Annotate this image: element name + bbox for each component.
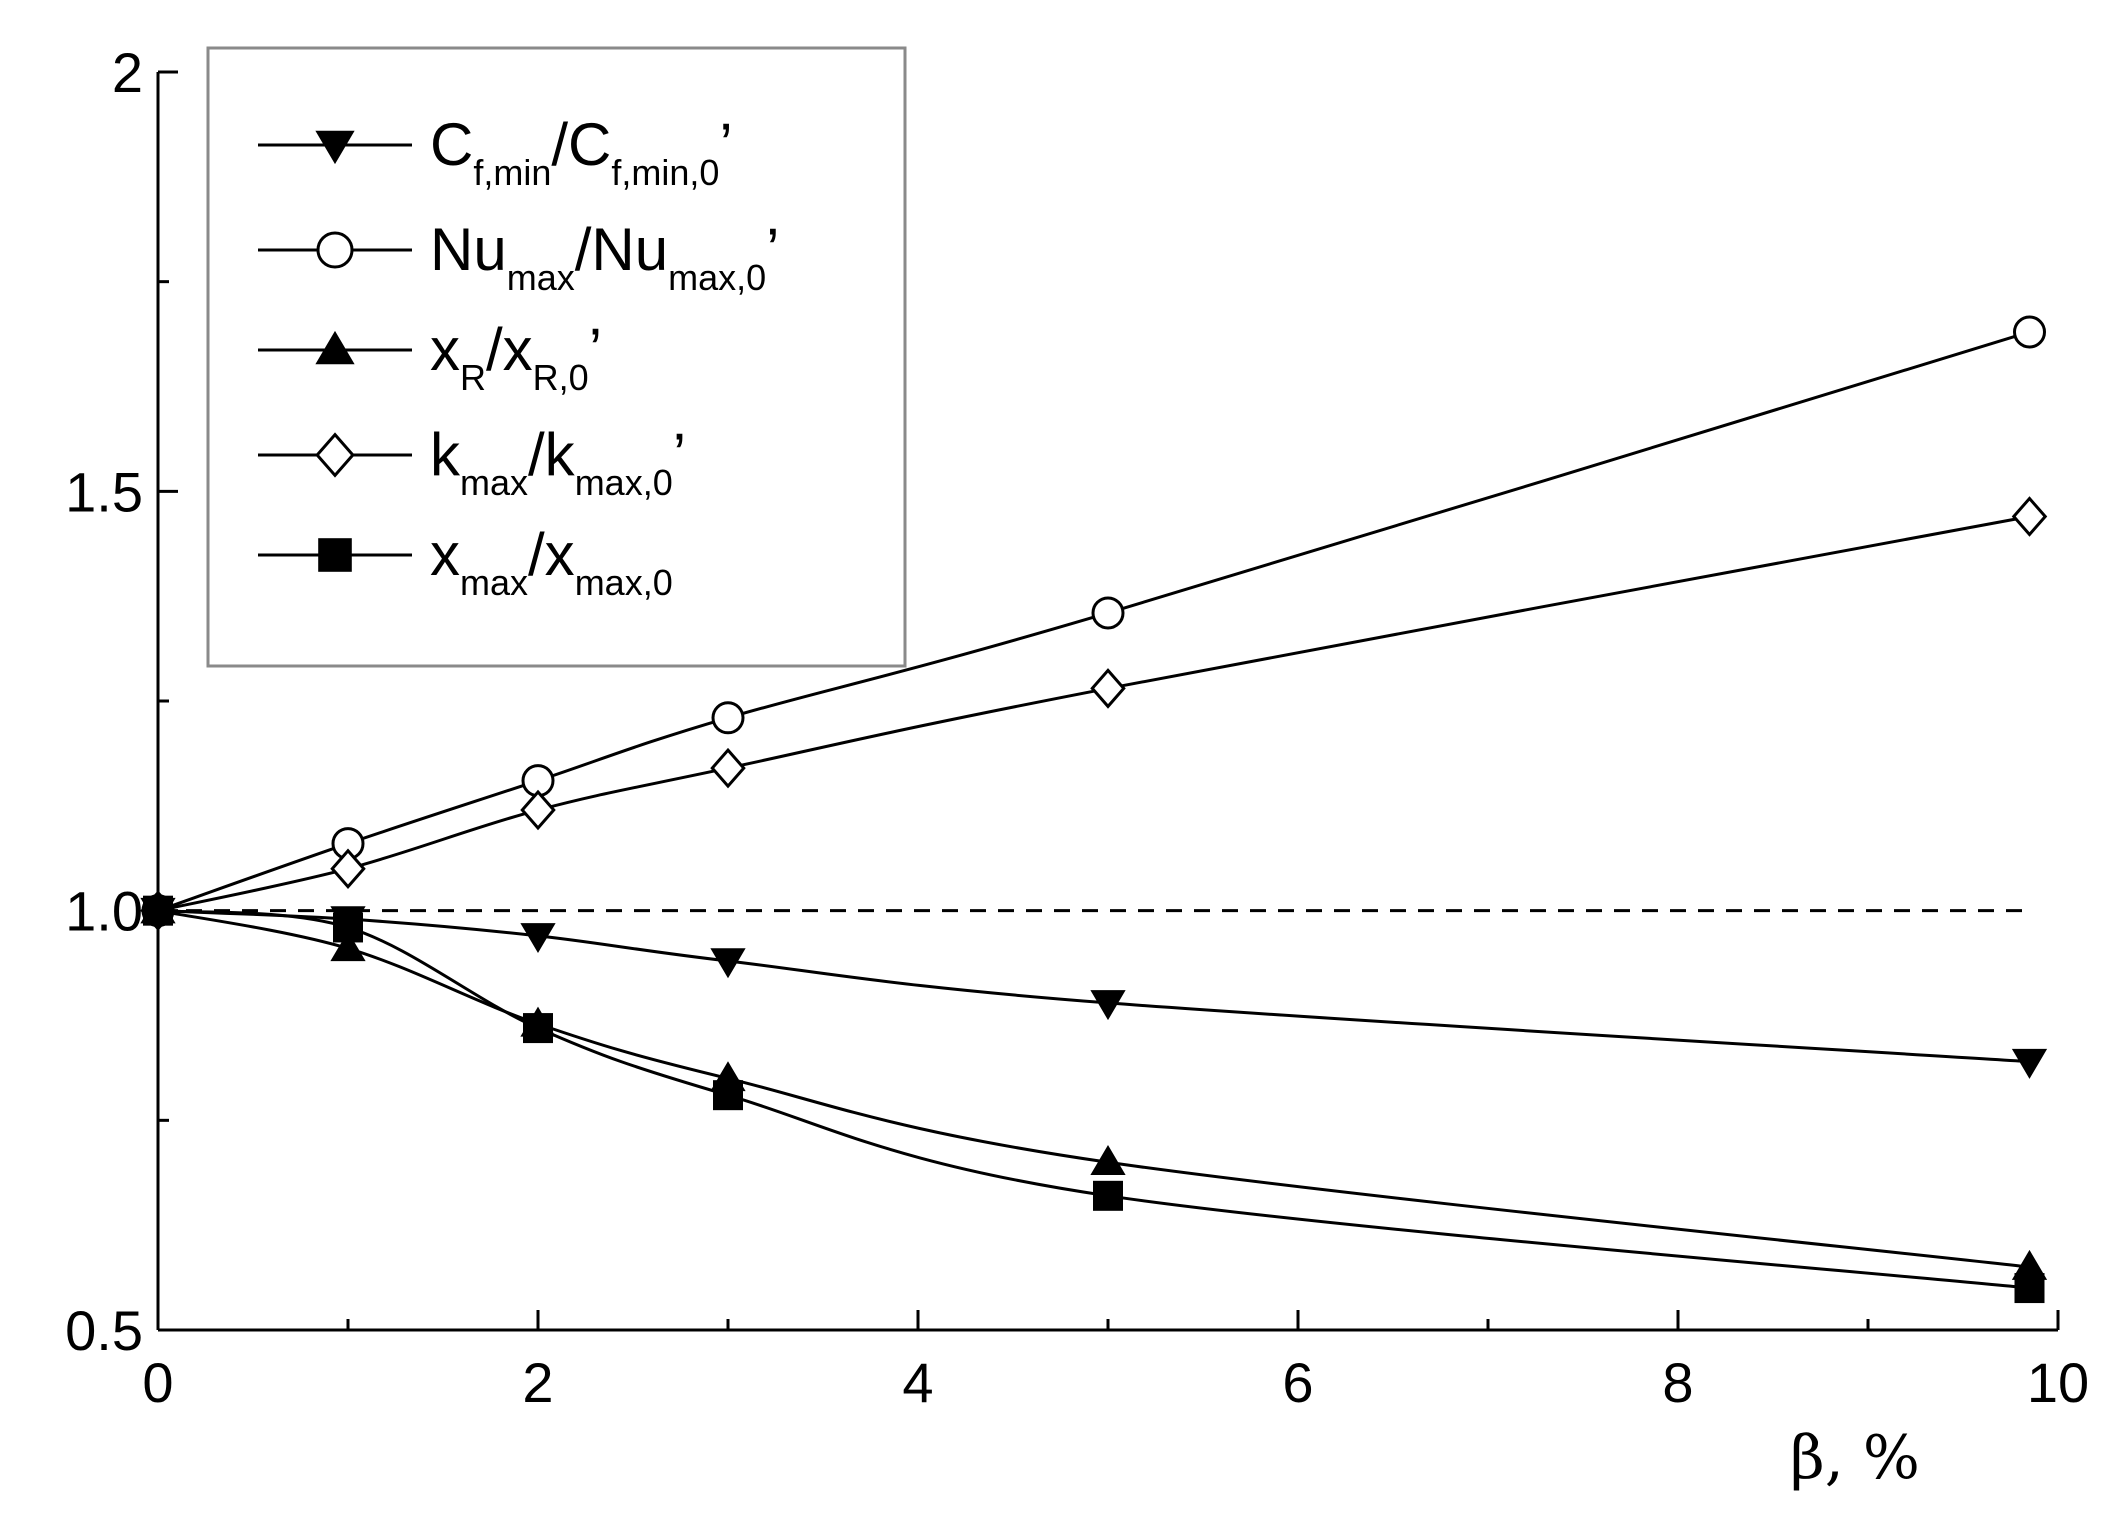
- legend-text-part: /C: [551, 111, 611, 178]
- data-point: [713, 1080, 743, 1111]
- legend-marker: [315, 330, 355, 365]
- data-point: [330, 931, 366, 962]
- x-tick-label: 8: [1662, 1351, 1693, 1414]
- legend-subscript: R: [460, 357, 486, 398]
- legend-subscript: f,min: [473, 152, 551, 193]
- legend-subscript: max: [507, 257, 575, 298]
- legend-marker: [316, 231, 354, 269]
- legend-label: xR/xR,0’: [430, 316, 602, 398]
- legend-label: Numax/Numax,0’: [430, 216, 779, 298]
- y-tick-label: 0.5: [65, 1299, 143, 1362]
- legend-text-part: /x: [528, 521, 575, 588]
- legend-text-part: k: [430, 421, 461, 488]
- data-point: [2013, 315, 2046, 349]
- data-point: [710, 948, 746, 979]
- data-point: [1090, 668, 1126, 709]
- data-point: [2014, 1273, 2045, 1304]
- series-layer: [140, 315, 2048, 1304]
- legend-text-part: /k: [528, 421, 576, 488]
- data-point: [1093, 1180, 1123, 1211]
- legend-subscript: max,0: [575, 562, 673, 603]
- data-point: [520, 923, 556, 954]
- legend-item: xmax/xmax,0: [258, 521, 673, 603]
- data-point: [710, 747, 746, 789]
- x-tick-label: 2: [522, 1351, 553, 1414]
- legend-text-part: /x: [486, 316, 533, 383]
- legend-text-part: x: [430, 316, 460, 383]
- legend-text-part: ’: [673, 421, 686, 488]
- legend-text-part: ’: [589, 316, 602, 383]
- legend-text-part: ’: [766, 216, 779, 283]
- data-point: [523, 1013, 553, 1044]
- x-tick-label: 6: [1282, 1351, 1313, 1414]
- legend-item: Cf,min/Cf,min,0’: [258, 111, 733, 193]
- legend-item: kmax/kmax,0’: [258, 421, 686, 503]
- ticks-layer: 0 2 4 6 8 10 0.5 1.0 1.5 2: [65, 41, 2089, 1414]
- data-point: [1090, 1145, 1126, 1176]
- data-point: [2011, 1048, 2048, 1079]
- y-tick-label: 1.0: [65, 880, 143, 943]
- legend-subscript: max: [460, 462, 528, 503]
- x-axis-title: β, %: [1790, 1423, 1920, 1493]
- x-tick-label: 4: [902, 1351, 933, 1414]
- legend-text-part: ’: [719, 111, 732, 178]
- data-point: [330, 848, 366, 890]
- legend-label: Cf,min/Cf,min,0’: [430, 111, 733, 193]
- data-point: [711, 701, 745, 735]
- data-point: [520, 789, 556, 831]
- x-tick-label: 0: [142, 1351, 173, 1414]
- data-point: [2011, 496, 2048, 537]
- legend-marker: [318, 538, 352, 572]
- legend: Cf,min/Cf,min,0’Numax/Numax,0’xR/xR,0’km…: [206, 46, 907, 668]
- legend-text-part: C: [430, 111, 473, 178]
- data-point: [1091, 596, 1125, 630]
- legend-text-part: /Nu: [575, 216, 668, 283]
- legend-item: xR/xR,0’: [258, 316, 602, 398]
- legend-subscript: max,0: [668, 257, 766, 298]
- legend-subscript: f,min,0: [611, 152, 719, 193]
- y-tick-label: 1.5: [65, 460, 143, 523]
- x-tick-label: 10: [2027, 1351, 2089, 1414]
- legend-label: xmax/xmax,0: [430, 521, 673, 603]
- y-tick-label: 2: [112, 41, 143, 104]
- data-point: [333, 912, 363, 943]
- legend-subscript: max: [460, 562, 528, 603]
- legend-text-part: Nu: [430, 216, 507, 283]
- legend-subscript: max,0: [575, 462, 673, 503]
- data-point: [1090, 990, 1126, 1021]
- legend-text-part: x: [430, 521, 460, 588]
- legend-subscript: R,0: [533, 357, 589, 398]
- legend-marker: [315, 130, 355, 165]
- legend-label: kmax/kmax,0’: [430, 421, 686, 503]
- legend-item: Numax/Numax,0’: [258, 216, 779, 298]
- legend-marker: [315, 432, 355, 478]
